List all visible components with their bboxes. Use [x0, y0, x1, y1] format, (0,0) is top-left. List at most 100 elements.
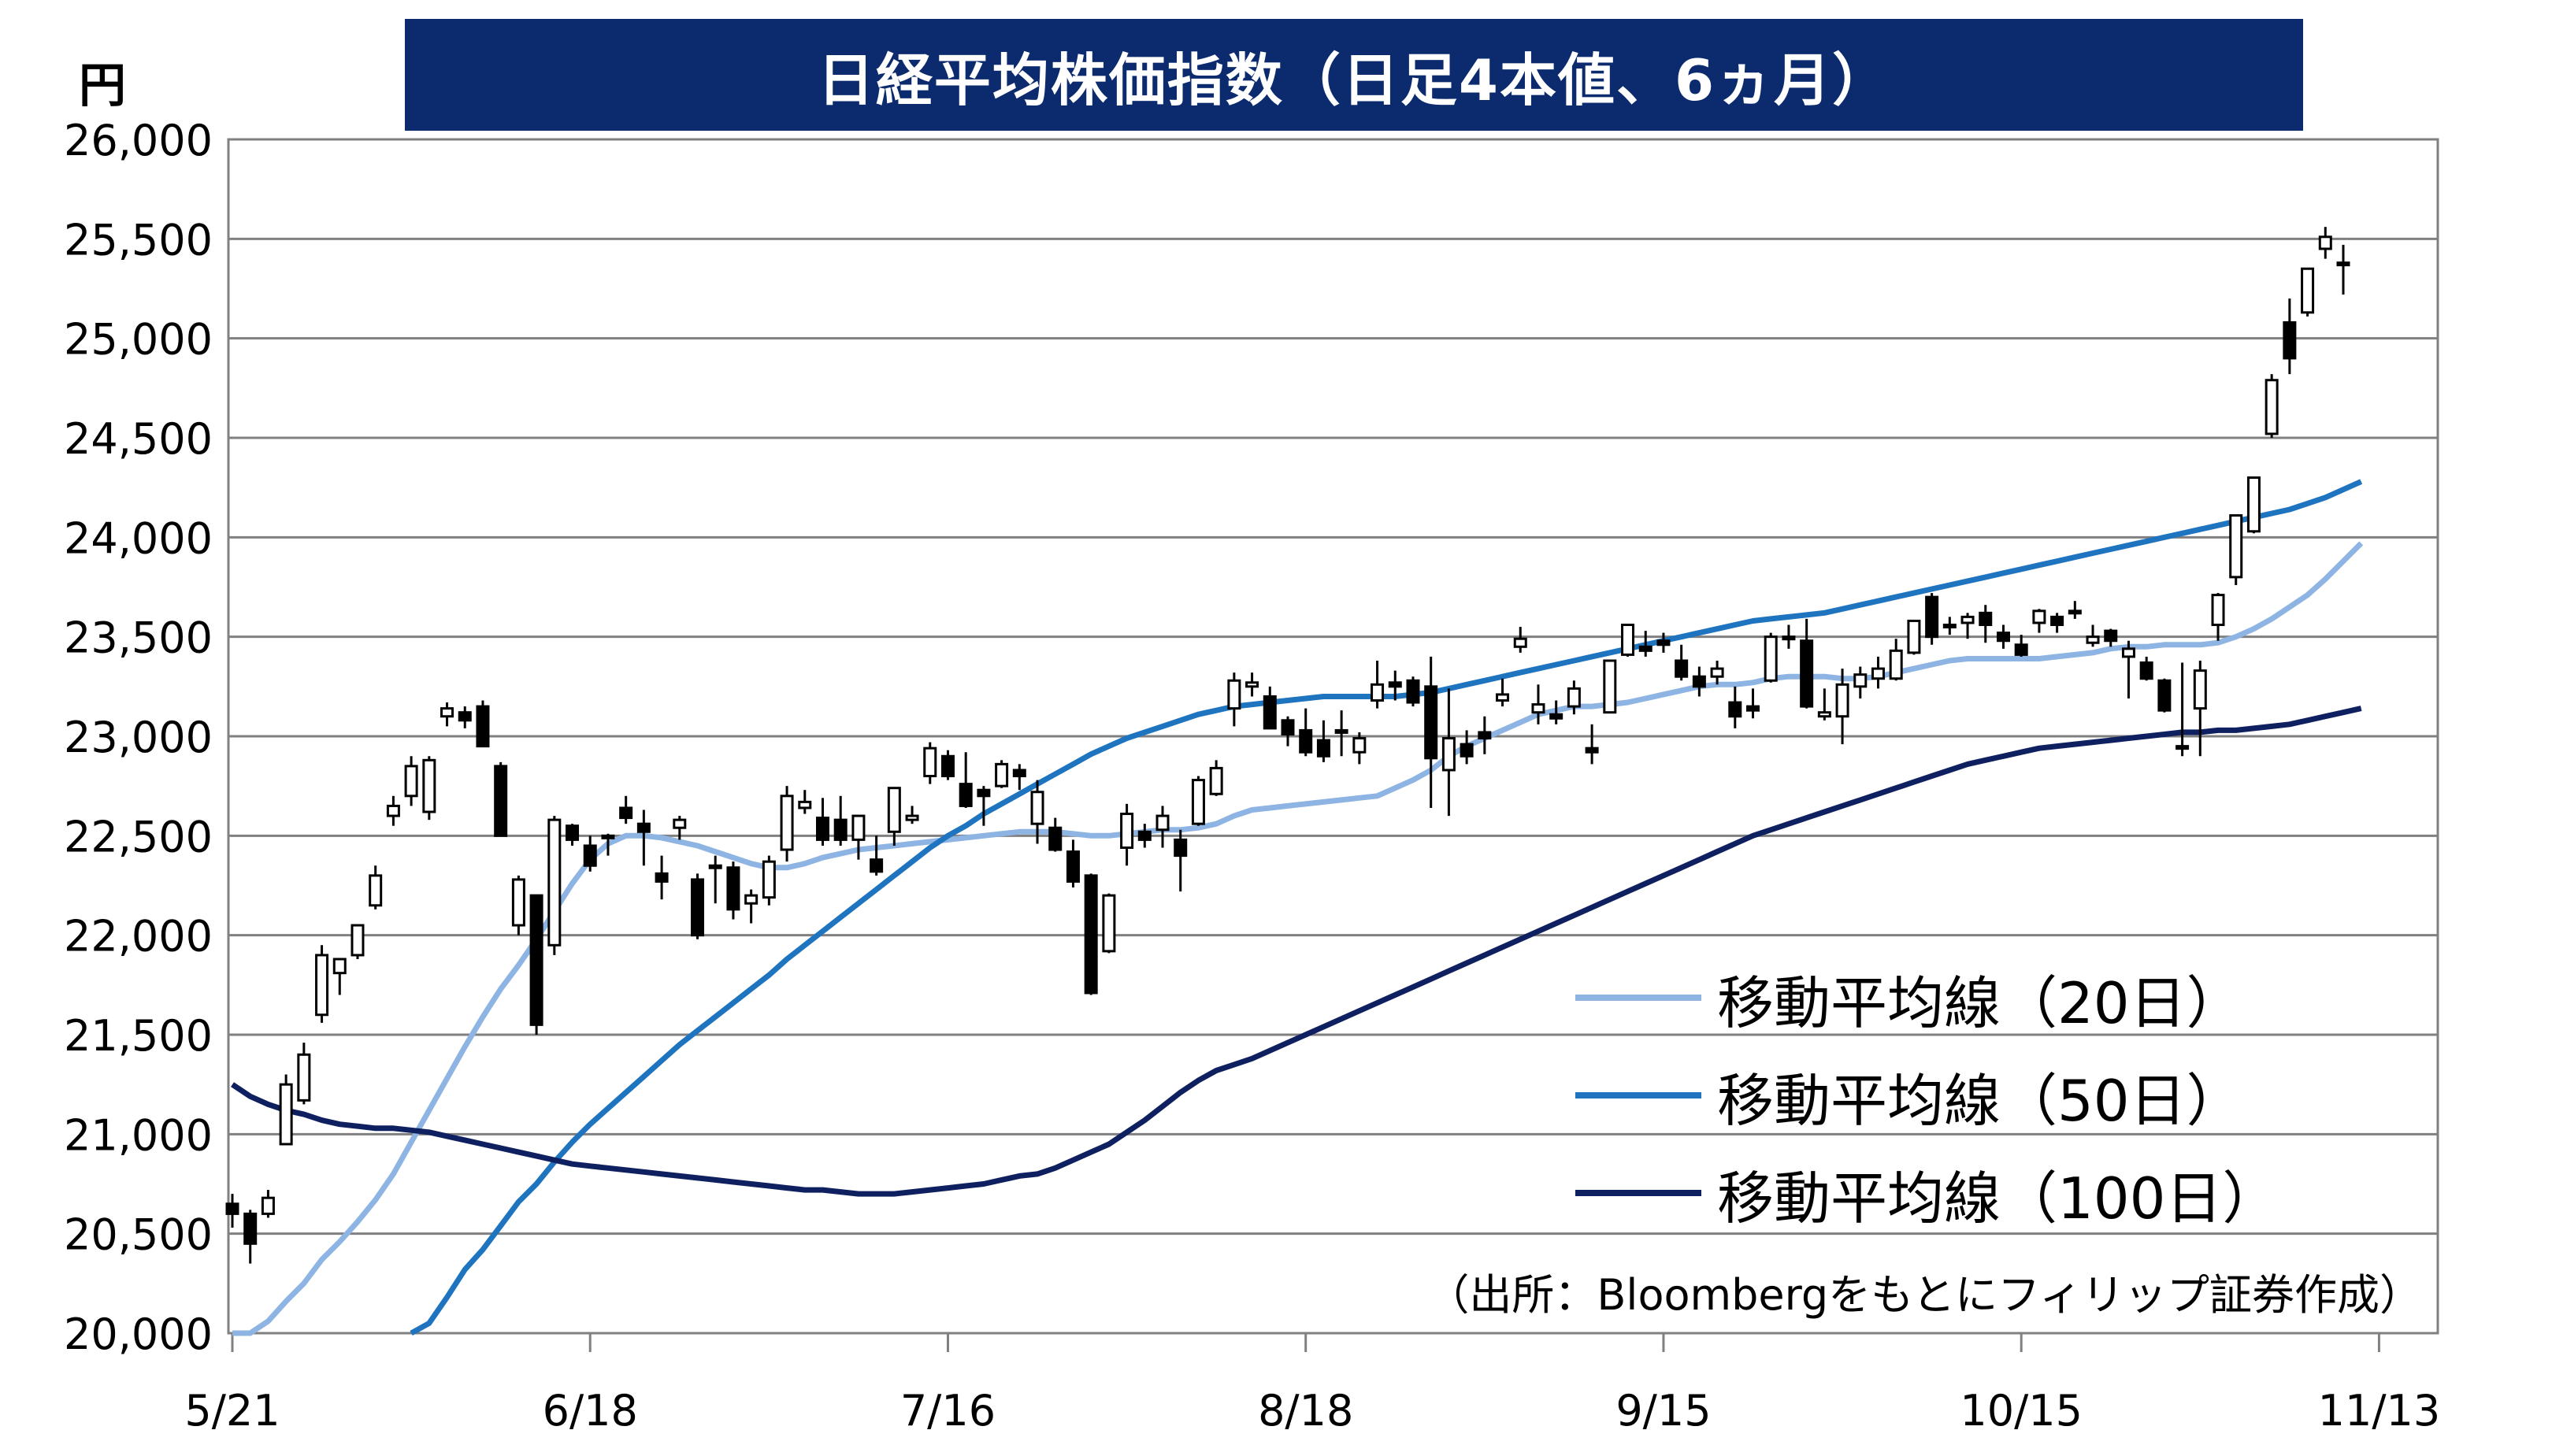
- candle-body: [1460, 743, 1474, 758]
- candle-body: [744, 894, 759, 905]
- chart-title: 日経平均株価指数（日足4本値、6ヵ月）: [405, 19, 2303, 131]
- candle-body: [2014, 643, 2028, 656]
- candle-body: [351, 924, 365, 957]
- candle-body: [2032, 609, 2046, 624]
- y-tick-label: 23,500: [64, 613, 213, 663]
- candle-body: [1352, 737, 1367, 754]
- candle-body: [1299, 728, 1313, 754]
- candle-body: [1996, 632, 2010, 643]
- candle-body: [494, 765, 508, 837]
- x-tick-label: 9/15: [1615, 1386, 1711, 1436]
- candle-body: [1441, 737, 1456, 772]
- y-tick-label: 23,000: [64, 713, 213, 762]
- candle-body: [1638, 645, 1652, 652]
- candle-body: [261, 1196, 275, 1215]
- legend-item-ma50: 移動平均線（50日）: [1575, 1047, 2279, 1144]
- candle-body: [1979, 611, 1993, 627]
- y-tick-label: 21,000: [64, 1110, 213, 1160]
- candle-body: [1513, 637, 1527, 648]
- y-tick-label: 22,500: [64, 812, 213, 861]
- candle-body: [815, 817, 829, 841]
- candle-body: [1120, 813, 1134, 849]
- x-tick-label: 8/18: [1258, 1386, 1353, 1436]
- candle-body: [2211, 594, 2225, 627]
- legend-swatch-ma20: [1575, 995, 1701, 1001]
- y-tick-label: 26,000: [64, 116, 213, 165]
- candle-body: [440, 707, 454, 718]
- candle-body: [1227, 679, 1241, 710]
- candle-body: [1048, 826, 1063, 851]
- candle-body: [1496, 693, 1510, 702]
- candle-body: [279, 1083, 293, 1146]
- candle-body: [726, 866, 740, 911]
- candle-body: [2050, 615, 2064, 627]
- candle-body: [1066, 850, 1080, 883]
- candle-body: [386, 804, 400, 817]
- candle-body: [2104, 629, 2118, 643]
- candle-body: [905, 814, 919, 821]
- candle-body: [422, 758, 436, 813]
- candle-body: [780, 795, 794, 851]
- candle-body: [1746, 705, 1760, 712]
- candle-body: [2336, 261, 2350, 267]
- candle-body: [1907, 619, 1921, 654]
- candle-body: [1281, 719, 1295, 735]
- candle-body: [1012, 769, 1026, 778]
- candle-body: [601, 834, 615, 839]
- candle-body: [1853, 673, 1868, 688]
- x-tick-label: 5/21: [184, 1386, 280, 1436]
- candle-body: [851, 814, 866, 841]
- candle-body: [225, 1202, 239, 1215]
- candle-body: [1960, 615, 1975, 624]
- candle-body: [923, 747, 937, 778]
- candle-body: [1728, 701, 1742, 718]
- candle-body: [315, 954, 329, 1017]
- x-tick-label: 10/15: [1960, 1386, 2083, 1436]
- candle-body: [708, 864, 722, 869]
- y-tick-label: 20,500: [64, 1210, 213, 1260]
- candle-body: [1371, 683, 1385, 702]
- candle-body: [940, 754, 955, 778]
- candle-body: [2139, 661, 2153, 680]
- candle-body: [2157, 679, 2172, 712]
- candle-body: [2193, 669, 2207, 710]
- candle-body: [1137, 830, 1152, 841]
- legend: 移動平均線（20日） 移動平均線（50日） 移動平均線（100日）: [1575, 949, 2279, 1242]
- candle-body: [547, 818, 562, 947]
- legend-label-ma100: 移動平均線（100日）: [1717, 1165, 2279, 1232]
- candle-body: [1817, 711, 1831, 718]
- candle-body: [833, 818, 848, 841]
- candle-body: [1656, 639, 1671, 646]
- legend-item-ma100: 移動平均線（100日）: [1575, 1144, 2279, 1242]
- candle-body: [332, 958, 347, 975]
- candle-body: [1585, 747, 1599, 754]
- candle-body: [1030, 791, 1044, 825]
- candle-body: [1621, 624, 1635, 656]
- candle-body: [583, 844, 597, 867]
- y-tick-label: 21,500: [64, 1011, 213, 1061]
- candle-body: [2068, 609, 2082, 615]
- legend-swatch-ma50: [1575, 1092, 1701, 1098]
- candle-body: [404, 765, 418, 798]
- candle-body: [2246, 476, 2261, 533]
- legend-label-ma50: 移動平均線（50日）: [1717, 1067, 2243, 1134]
- candle-body: [2229, 514, 2243, 579]
- candle-body: [1710, 667, 1724, 678]
- candle-body: [1925, 595, 1939, 639]
- legend-swatch-ma100: [1575, 1190, 1701, 1196]
- candle-body: [1603, 659, 1617, 714]
- ma100-line: [231, 706, 2362, 1197]
- candle-body: [1889, 649, 1903, 680]
- x-tick-label: 6/18: [543, 1386, 638, 1436]
- candle-body: [762, 860, 776, 899]
- legend-label-ma20: 移動平均線（20日）: [1717, 969, 2243, 1036]
- ma50-line: [410, 479, 2363, 1336]
- y-tick-label: 20,000: [64, 1310, 213, 1359]
- candle-body: [1084, 874, 1098, 995]
- candle-body: [977, 788, 991, 798]
- candle-body: [243, 1212, 258, 1245]
- candle-body: [1406, 679, 1420, 704]
- candle-body: [798, 800, 812, 810]
- candle-body: [297, 1053, 311, 1102]
